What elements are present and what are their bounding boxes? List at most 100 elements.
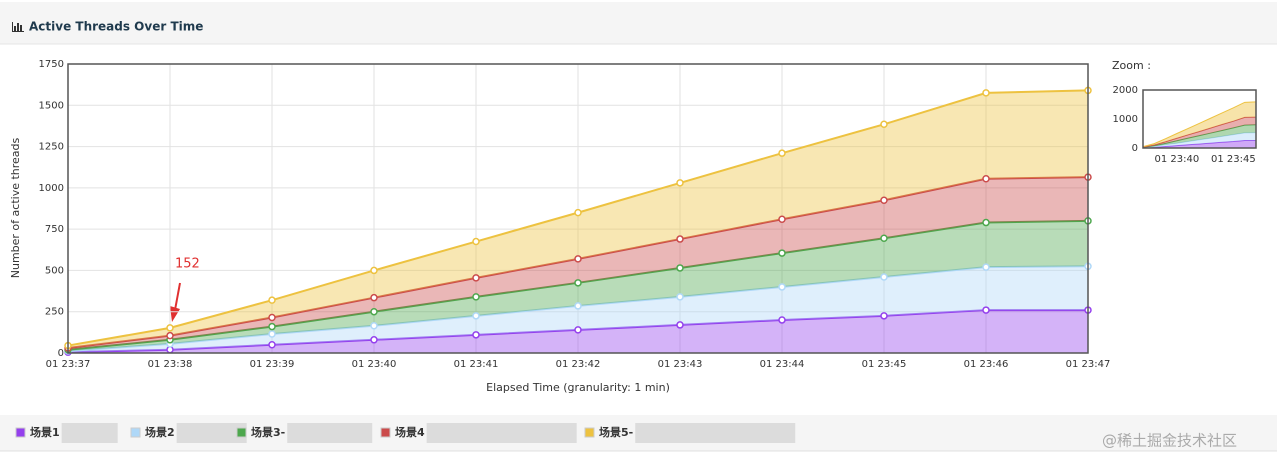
line [1142, 116, 1257, 148]
point [676, 235, 684, 243]
legend-swatch [15, 427, 26, 438]
point [472, 293, 480, 301]
zoom-y-tick-label: 1000 [1113, 114, 1138, 125]
x-tick-label: 01 23:42 [556, 359, 601, 370]
zoom-x-tick-label: 01 23:40 [1155, 154, 1200, 165]
annotation: 152 [175, 257, 200, 272]
point [676, 264, 684, 272]
point [574, 208, 582, 217]
y-tick-label: 1000 [39, 183, 64, 194]
legend-swatch [584, 427, 595, 438]
x-tick-label: 01 23:40 [352, 359, 397, 370]
y-tick-label: 1500 [39, 100, 64, 111]
point [574, 326, 582, 334]
point [574, 302, 582, 310]
point [778, 249, 786, 257]
legend-redaction [176, 423, 247, 443]
watermark: @稀土掘金技术社区 [1102, 432, 1237, 450]
x-tick-label: 01 23:47 [1066, 359, 1111, 370]
point [370, 307, 378, 316]
x-tick-label: 01 23:37 [46, 359, 91, 370]
point [268, 322, 276, 331]
point [268, 330, 276, 338]
legend-label: 场景5- [599, 425, 633, 439]
point [574, 279, 582, 287]
legend-label: 场景2 [145, 425, 175, 439]
x-tick-label: 01 23:46 [964, 359, 1009, 370]
point [370, 322, 378, 330]
legend-swatch [236, 427, 247, 438]
legend-redaction [635, 423, 796, 443]
point [370, 266, 378, 275]
point [574, 255, 582, 263]
legend-redaction [426, 423, 577, 443]
legend-redaction [287, 423, 373, 443]
point [472, 274, 480, 282]
legend-label: 场景1 [30, 425, 60, 439]
x-tick-label: 01 23:45 [862, 359, 907, 370]
point [166, 324, 174, 332]
point [982, 175, 990, 183]
y-tick-label: 500 [45, 265, 64, 276]
line [1142, 124, 1257, 148]
point [880, 234, 888, 242]
point [676, 179, 684, 187]
x-tick-label: 01 23:41 [454, 359, 499, 370]
line [1142, 101, 1257, 148]
point [370, 336, 378, 344]
point [472, 312, 480, 320]
y-axis-label: Number of active threads [9, 137, 22, 278]
x-tick-label: 01 23:38 [148, 359, 193, 370]
point [778, 283, 786, 291]
point [778, 149, 786, 157]
point [982, 218, 990, 227]
point [472, 331, 480, 339]
area [68, 177, 1088, 350]
point [880, 196, 888, 204]
legend-swatch [130, 427, 141, 438]
area [1143, 124, 1256, 148]
point [676, 321, 684, 329]
point [166, 331, 174, 340]
point [880, 273, 888, 281]
line [1142, 139, 1256, 149]
zoom-y-tick-label: 2000 [1113, 85, 1138, 96]
legend-label: 场景4 [395, 425, 425, 439]
point [778, 215, 786, 223]
area [1143, 101, 1256, 148]
legend-label: 场景3- [251, 425, 285, 439]
x-tick-label: 01 23:43 [658, 359, 703, 370]
point [880, 120, 888, 129]
zoom-x-tick-label: 01 23:45 [1211, 154, 1256, 165]
header-bar [0, 2, 1277, 44]
panel-title: Active Threads Over Time [29, 20, 203, 34]
y-tick-label: 250 [45, 307, 64, 318]
line [1142, 132, 1257, 149]
point [982, 89, 990, 97]
x-tick-label: 01 23:39 [250, 359, 295, 370]
x-tick-label: 01 23:44 [760, 359, 805, 370]
zoom-border [1142, 89, 1257, 149]
chart-icon [12, 22, 24, 32]
point [982, 263, 990, 271]
y-tick-label: 0 [58, 348, 64, 359]
annotation-arrow [170, 282, 181, 322]
area [1143, 117, 1256, 148]
point [982, 306, 990, 314]
zoom-label: Zoom : [1112, 59, 1151, 72]
point [268, 313, 276, 322]
point [880, 312, 888, 320]
point [268, 340, 276, 349]
area [68, 90, 1088, 349]
point [676, 293, 684, 301]
legend-redaction [61, 423, 118, 443]
point [370, 293, 378, 302]
point [268, 296, 276, 304]
plot-border [67, 63, 1089, 354]
point [778, 316, 786, 324]
x-axis-label: Elapsed Time (granularity: 1 min) [486, 381, 670, 394]
point [472, 237, 480, 246]
legend-swatch [380, 427, 391, 438]
